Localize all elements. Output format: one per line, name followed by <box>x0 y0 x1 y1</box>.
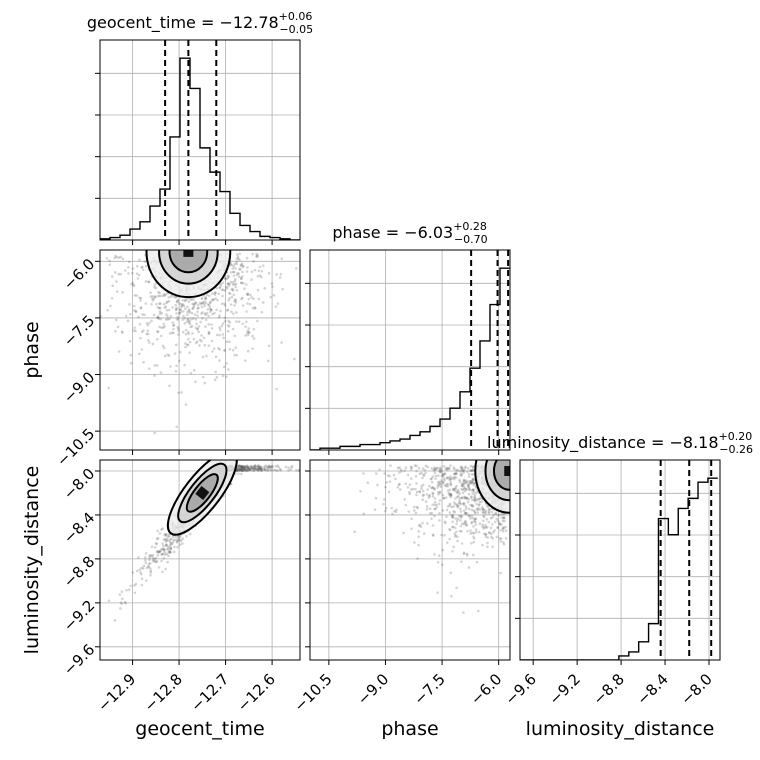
panel-frame <box>309 459 511 661</box>
y-tick-label: −6.0 <box>60 255 98 293</box>
x-tick-label: −9.0 <box>354 670 392 708</box>
hist-panel-phase <box>305 249 511 455</box>
histogram-phase <box>310 267 510 450</box>
y-tick-label: −9.2 <box>60 596 98 634</box>
x-tick-label: −12.9 <box>94 670 139 715</box>
panel-title-geocent_time: geocent_time = −12.78+0.06 −0.05 <box>87 10 313 36</box>
x-tick-label: −8.4 <box>633 670 671 708</box>
y-axis-label-luminosity_distance: luminosity_distance <box>21 466 43 655</box>
x-tick-label: −12.8 <box>141 670 186 715</box>
scatter-panel-geocent_time-vs-luminosity_distance: −9.6 −9.2 −8.8 −8.4 −8.0 −12.9 −12.8 −12.7 −12.6 <box>60 459 301 715</box>
y-tick-label: −8.8 <box>60 553 98 591</box>
histogram-luminosity_distance <box>520 477 718 660</box>
x-tick-label: −10.5 <box>290 670 335 715</box>
y-tick-label: −7.5 <box>60 312 98 350</box>
y-tick-label: −9.6 <box>60 640 98 678</box>
density-contours <box>474 460 510 514</box>
x-tick-label: −9.2 <box>545 670 583 708</box>
grid-lines <box>520 460 720 660</box>
y-axis-label-phase: phase <box>21 321 43 378</box>
density-contours <box>145 250 232 299</box>
panel-frame <box>99 249 301 451</box>
x-axis-label-geocent_time: geocent_time <box>135 718 264 740</box>
x-axis-label-luminosity_distance: luminosity_distance <box>526 718 715 740</box>
histogram-geocent_time <box>100 57 300 240</box>
scatter-panel-geocent_time-vs-phase: −10.5 −9.0 −7.5 −6.0 <box>53 249 301 470</box>
x-axis-label-phase: phase <box>381 718 438 740</box>
panel-title-luminosity_distance: luminosity_distance = −8.18+0.20 −0.26 <box>487 430 753 456</box>
grid-lines <box>310 250 510 450</box>
x-tick-label: −8.8 <box>589 670 627 708</box>
scatter-panel-phase-vs-luminosity_distance: −10.5 −9.0 −7.5 −6.0 <box>290 459 511 715</box>
y-tick-label: −9.0 <box>60 368 98 406</box>
density-contours <box>166 460 238 536</box>
hist-panel-geocent_time <box>95 39 301 245</box>
x-tick-label: −12.7 <box>187 670 232 715</box>
hist-panel-luminosity_distance: −9.6 −9.2 −8.8 −8.4 −8.0 <box>502 459 721 709</box>
x-tick-label: −6.0 <box>467 670 505 708</box>
x-tick-label: −8.0 <box>677 670 715 708</box>
y-tick-label: −10.5 <box>53 425 98 470</box>
x-tick-label: −7.5 <box>410 670 448 708</box>
x-tick-label: −9.6 <box>502 670 540 708</box>
grid-lines <box>100 40 300 240</box>
grid-lines <box>100 250 300 450</box>
y-tick-label: −8.0 <box>60 465 98 503</box>
panel-title-phase: phase = −6.03+0.28 −0.70 <box>332 220 487 246</box>
panel-frame <box>519 459 721 661</box>
x-tick-label: −12.6 <box>234 670 279 715</box>
panel-frame <box>99 39 301 241</box>
panel-frame <box>309 249 511 451</box>
panel-frame <box>99 459 301 661</box>
y-tick-label: −8.4 <box>60 509 98 547</box>
